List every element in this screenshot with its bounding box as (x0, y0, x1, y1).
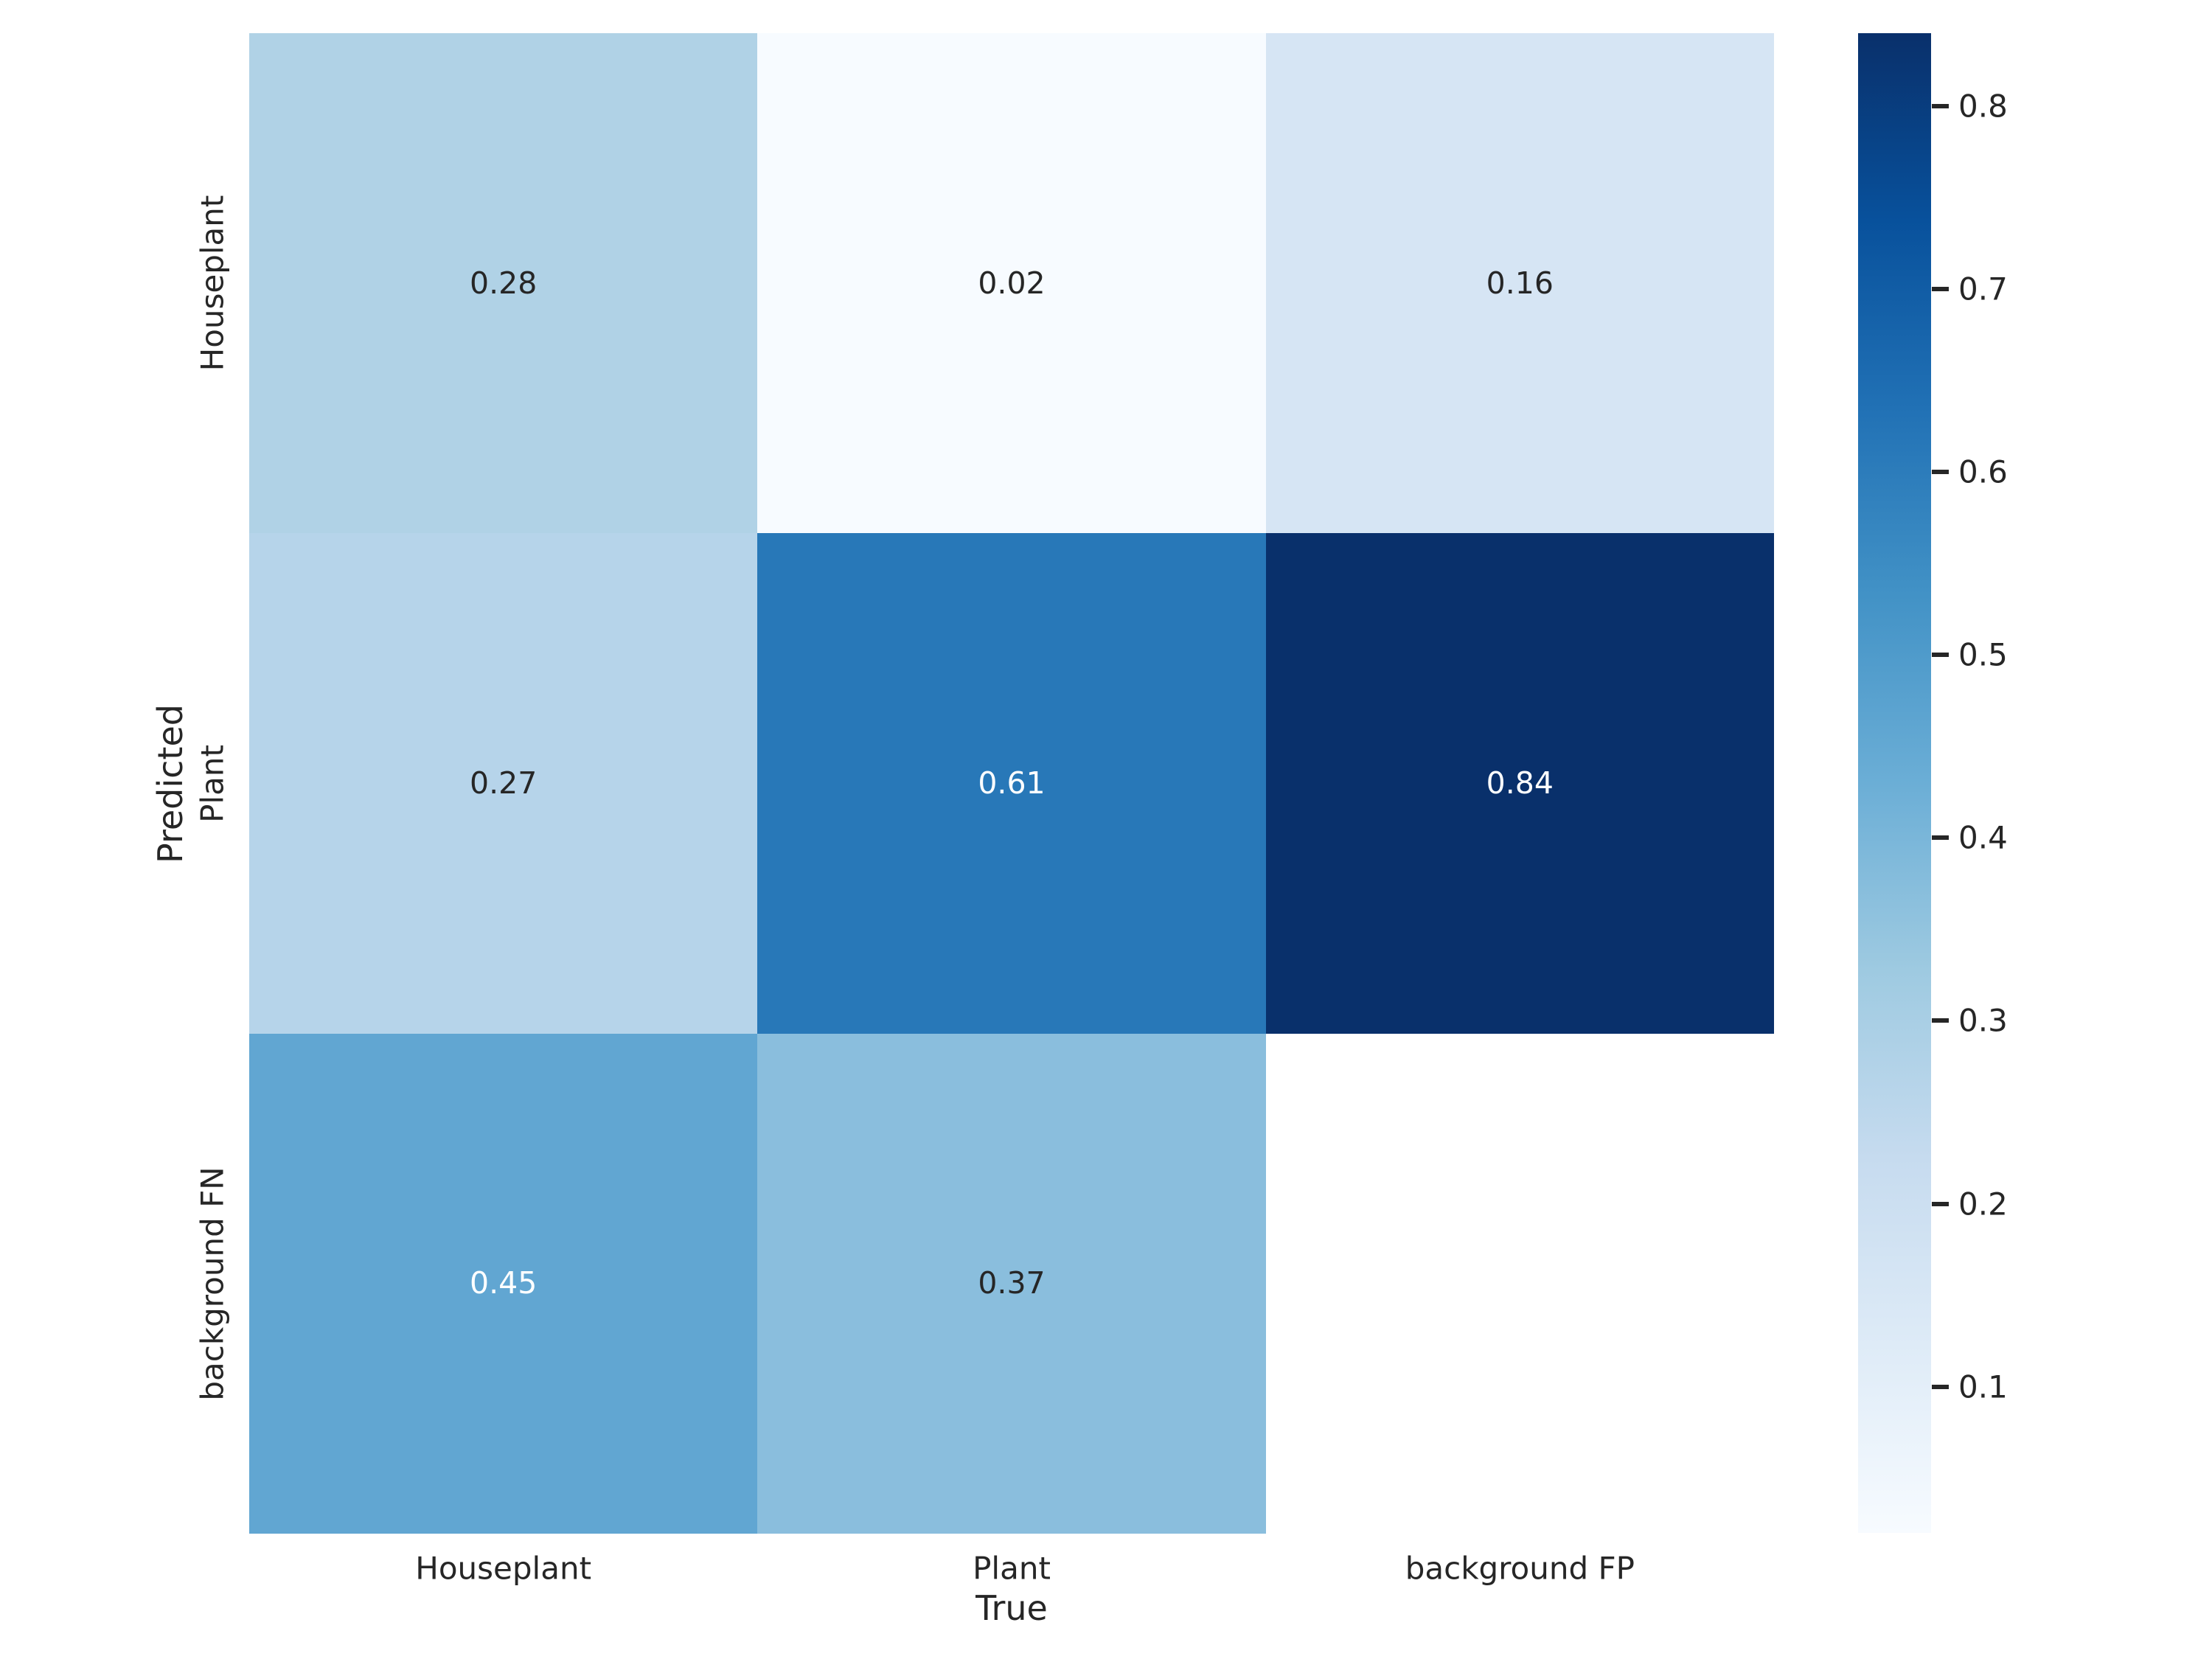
cell-value: 0.02 (978, 265, 1046, 301)
y-tick-label: Houseplant (194, 195, 231, 372)
colorbar-tick (1932, 653, 1949, 658)
colorbar-tick-label: 0.4 (1958, 819, 2008, 856)
heatmap-grid: 0.28 0.02 0.16 0.27 0.61 0.84 0.45 0.37 (249, 33, 1774, 1534)
colorbar-gradient (1858, 33, 1931, 1533)
heatmap-cell: 0.37 (757, 1033, 1266, 1534)
colorbar-tick (1932, 470, 1949, 475)
x-tick-label: background FP (1405, 1550, 1635, 1587)
x-tick-label: Plant (973, 1550, 1051, 1587)
colorbar-tick (1932, 1384, 1949, 1389)
colorbar-tick (1932, 1201, 1949, 1206)
y-tick-label: Plant (194, 744, 231, 823)
heatmap-cell: 0.02 (757, 33, 1266, 534)
colorbar-tick-label: 0.8 (1958, 88, 2008, 125)
y-tick-label: background FN (194, 1166, 231, 1401)
colorbar-tick-label: 0.7 (1958, 271, 2008, 307)
heatmap-cell: 0.27 (249, 533, 758, 1034)
colorbar: 0.8 0.7 0.6 0.5 0.4 0.3 0.2 0.1 (1858, 33, 2008, 1533)
x-axis-label: True (975, 1588, 1048, 1628)
cell-value: 0.61 (978, 765, 1046, 801)
cell-value: 0.84 (1486, 765, 1554, 801)
cell-value: 0.37 (978, 1265, 1046, 1301)
colorbar-tick-label: 0.6 (1958, 453, 2008, 490)
colorbar-tick-label: 0.5 (1958, 636, 2008, 673)
cell-value: 0.16 (1486, 265, 1554, 301)
colorbar-tick-label: 0.1 (1958, 1368, 2008, 1405)
cell-value: 0.45 (470, 1265, 538, 1301)
heatmap-cell: 0.28 (249, 33, 758, 534)
colorbar-tick (1932, 104, 1949, 109)
colorbar-tick (1932, 1018, 1949, 1023)
cell-value: 0.28 (470, 265, 538, 301)
colorbar-tick (1932, 287, 1949, 292)
heatmap-cell (1265, 1033, 1774, 1534)
heatmap-cell: 0.16 (1265, 33, 1774, 534)
heatmap-cell: 0.45 (249, 1033, 758, 1534)
colorbar-tick (1932, 835, 1949, 841)
colorbar-tick-label: 0.2 (1958, 1186, 2008, 1222)
x-tick-label: Houseplant (415, 1550, 592, 1587)
colorbar-tick-label: 0.3 (1958, 1002, 2008, 1039)
heatmap-cell: 0.84 (1265, 533, 1774, 1034)
cell-value: 0.27 (470, 765, 538, 801)
y-axis-label: Predicted (150, 703, 190, 863)
heatmap-cell: 0.61 (757, 533, 1266, 1034)
